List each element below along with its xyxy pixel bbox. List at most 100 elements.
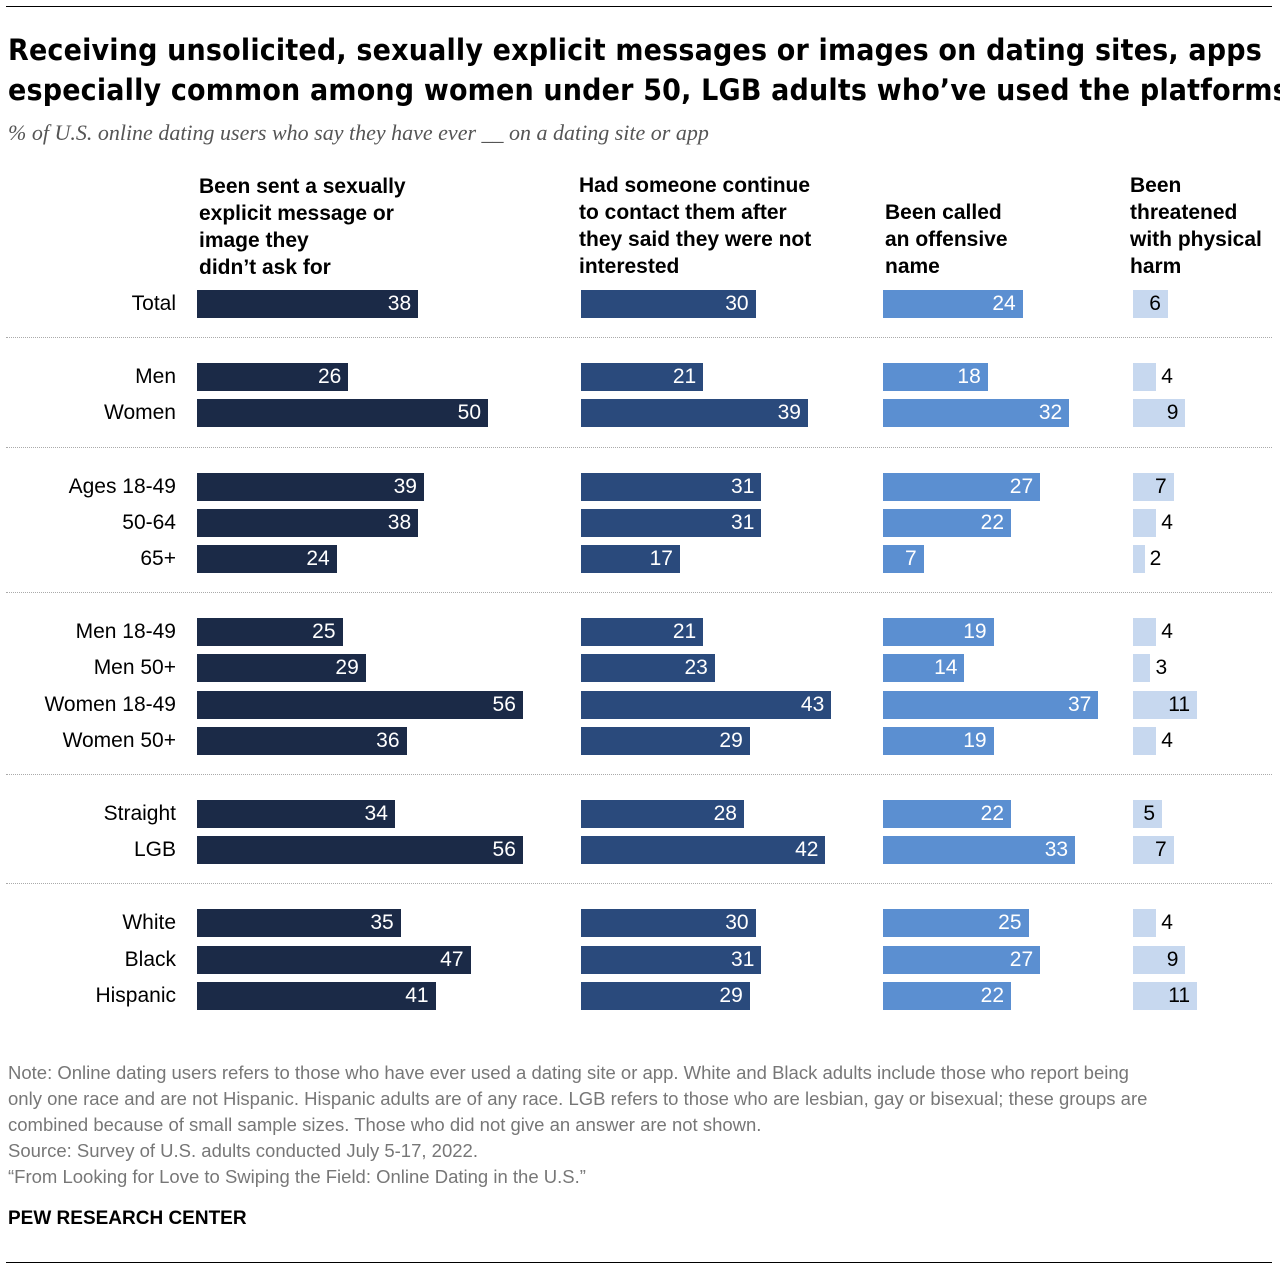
row-label: Men 50+ [93, 656, 176, 680]
bar [581, 399, 808, 428]
bar [197, 618, 343, 647]
row-label: Hispanic [95, 983, 176, 1007]
data-label: 4 [1161, 365, 1173, 389]
data-label: 56 [492, 692, 516, 716]
data-label: 3 [1155, 656, 1168, 680]
data-label: 18 [957, 365, 981, 389]
row-label: 50-64 [122, 510, 176, 534]
row-label: Men 18-49 [75, 620, 176, 644]
bar [197, 290, 419, 318]
brand-logo-text: PEW RESEARCH CENTER [8, 1208, 247, 1229]
bar [581, 981, 750, 1010]
data-label: 43 [800, 692, 825, 716]
data-label: 24 [992, 292, 1016, 315]
bar [883, 618, 994, 647]
data-label: 4 [1161, 510, 1173, 534]
bar [883, 363, 988, 392]
data-label: 29 [719, 728, 743, 752]
data-label: 7 [905, 547, 917, 570]
data-label: 39 [777, 401, 801, 425]
data-label: 31 [731, 947, 755, 971]
bar [1133, 508, 1157, 537]
group-divider [6, 883, 1272, 885]
data-label: 32 [1038, 401, 1063, 425]
data-label: 31 [731, 510, 755, 534]
group-divider [6, 446, 1272, 448]
bar [197, 726, 407, 755]
data-label: 11 [1168, 692, 1191, 716]
data-label: 11 [1168, 983, 1191, 1007]
row-label: Women [104, 401, 176, 425]
data-label: 14 [934, 656, 958, 680]
row-label: Ages 18-49 [68, 474, 176, 498]
data-label: 7 [1155, 474, 1167, 498]
bar [883, 945, 1041, 974]
row-label: 65+ [140, 547, 176, 570]
bar [883, 909, 1029, 938]
data-label: 31 [731, 474, 755, 498]
data-label: 23 [684, 656, 708, 680]
source-line: Source: Survey of U.S. adults conducted … [8, 1140, 478, 1161]
data-label: 2 [1149, 547, 1162, 570]
bar [581, 363, 704, 392]
data-label: 4 [1161, 728, 1173, 752]
bar [581, 690, 832, 719]
bar [1133, 690, 1198, 719]
bar [581, 508, 762, 537]
bar [883, 800, 1012, 828]
row-label: Women 18-49 [44, 692, 176, 716]
bar [883, 981, 1012, 1010]
bar [197, 654, 366, 683]
bar [581, 726, 750, 755]
bar [197, 800, 395, 828]
bar [1133, 836, 1174, 865]
bar [581, 836, 826, 865]
bar [1133, 399, 1186, 428]
data-label: 19 [963, 620, 987, 644]
data-label: 9 [1166, 401, 1179, 425]
bar [1133, 726, 1157, 755]
bar [1133, 545, 1145, 573]
bar [1133, 618, 1157, 647]
data-label: 41 [405, 983, 429, 1007]
title-line-2: especially common among women under 50, … [8, 73, 1280, 107]
row-label: Women 50+ [62, 728, 176, 752]
data-label: 22 [980, 802, 1005, 825]
group-divider [6, 337, 1272, 339]
data-label: 24 [306, 547, 330, 570]
data-label: 29 [335, 656, 359, 680]
note-line: only one race and are not Hispanic. Hisp… [8, 1088, 1148, 1109]
data-label: 26 [317, 365, 342, 389]
row-label: Straight [103, 802, 176, 825]
bar [197, 909, 401, 938]
bar [883, 472, 1041, 501]
data-label: 27 [1009, 947, 1034, 971]
data-label: 28 [713, 802, 737, 825]
report-line: “From Looking for Love to Swiping the Fi… [8, 1166, 586, 1187]
data-label: 21 [672, 620, 697, 644]
group-divider [6, 592, 1272, 594]
top-rule [6, 6, 1272, 7]
bar [197, 981, 436, 1010]
row-label: Total [131, 292, 176, 315]
data-label: 30 [725, 911, 749, 935]
data-label: 17 [649, 547, 673, 570]
data-label: 37 [1067, 692, 1092, 716]
data-label: 38 [387, 292, 412, 315]
data-label: 35 [370, 911, 394, 935]
data-label: 27 [1009, 474, 1034, 498]
bar [581, 800, 744, 828]
bar [197, 363, 349, 392]
bar [581, 945, 762, 974]
bar [581, 618, 704, 647]
bar [883, 726, 994, 755]
bar [581, 545, 680, 573]
data-label: 4 [1161, 620, 1173, 644]
row-label: White [122, 911, 176, 935]
data-label: 5 [1143, 802, 1156, 825]
bar [1133, 654, 1151, 683]
bar [197, 545, 337, 573]
bar [197, 836, 523, 865]
row-label: Black [124, 947, 176, 971]
